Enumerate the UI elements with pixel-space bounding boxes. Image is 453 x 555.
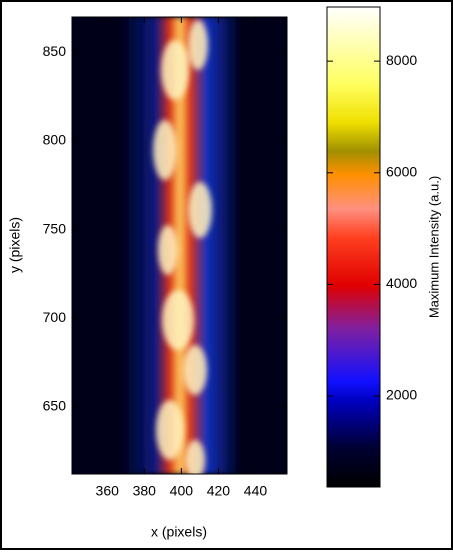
colorbar-tick-label: 2000 <box>386 387 417 403</box>
y-tick-label: 850 <box>43 43 67 59</box>
x-tick-label: 420 <box>207 483 231 499</box>
colorbar-tick-label: 4000 <box>386 275 417 291</box>
x-tick-label: 380 <box>133 483 157 499</box>
x-tick-label: 440 <box>244 483 268 499</box>
plot-frame <box>71 16 288 475</box>
y-tick-label: 800 <box>43 132 67 148</box>
y-axis-label: y (pixels) <box>7 217 23 273</box>
colorbar-tick-label: 6000 <box>386 163 417 179</box>
colorbar <box>326 6 381 488</box>
colorbar-tick-label: 8000 <box>386 52 417 68</box>
x-tick-label: 360 <box>96 483 120 499</box>
heatmap-image <box>72 17 287 474</box>
x-tick-label: 400 <box>170 483 194 499</box>
y-tick-label: 650 <box>43 397 67 413</box>
colorbar-label: Maximum Intensity (a.u.) <box>426 176 441 318</box>
y-tick-label: 700 <box>43 309 67 325</box>
y-tick-label: 750 <box>43 220 67 236</box>
x-axis-label: x (pixels) <box>151 524 207 540</box>
